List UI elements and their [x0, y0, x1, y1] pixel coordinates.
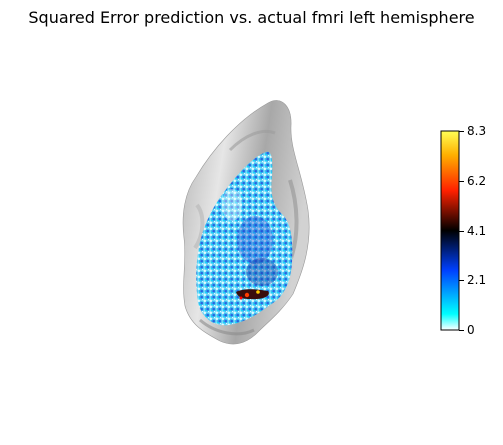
- error-overlay: [196, 151, 293, 326]
- error-cluster: [222, 189, 242, 221]
- high-error-spot: [244, 292, 250, 298]
- colorbar-tick: [459, 181, 464, 182]
- high-error-spot: [236, 289, 269, 300]
- colorbar-tick: [459, 231, 464, 232]
- colorbar-tick-label: 6.2: [467, 174, 487, 188]
- high-error-spot: [256, 290, 260, 294]
- colorbar-tick: [459, 131, 464, 132]
- colorbar-tick: [459, 330, 464, 331]
- colorbar-tick: [459, 280, 464, 281]
- colorbar-tick-label: 8.3: [467, 124, 487, 138]
- colorbar-tick-label: 0: [467, 323, 475, 337]
- high-error-spot: [239, 296, 243, 300]
- figure-title: Squared Error prediction vs. actual fmri…: [28, 8, 475, 27]
- colorbar-tick-label: 4.1: [467, 224, 487, 238]
- colorbar: [440, 130, 460, 331]
- error-cluster: [237, 216, 273, 264]
- colorbar-tick-label: 2.1: [467, 273, 487, 287]
- error-cluster: [246, 258, 278, 286]
